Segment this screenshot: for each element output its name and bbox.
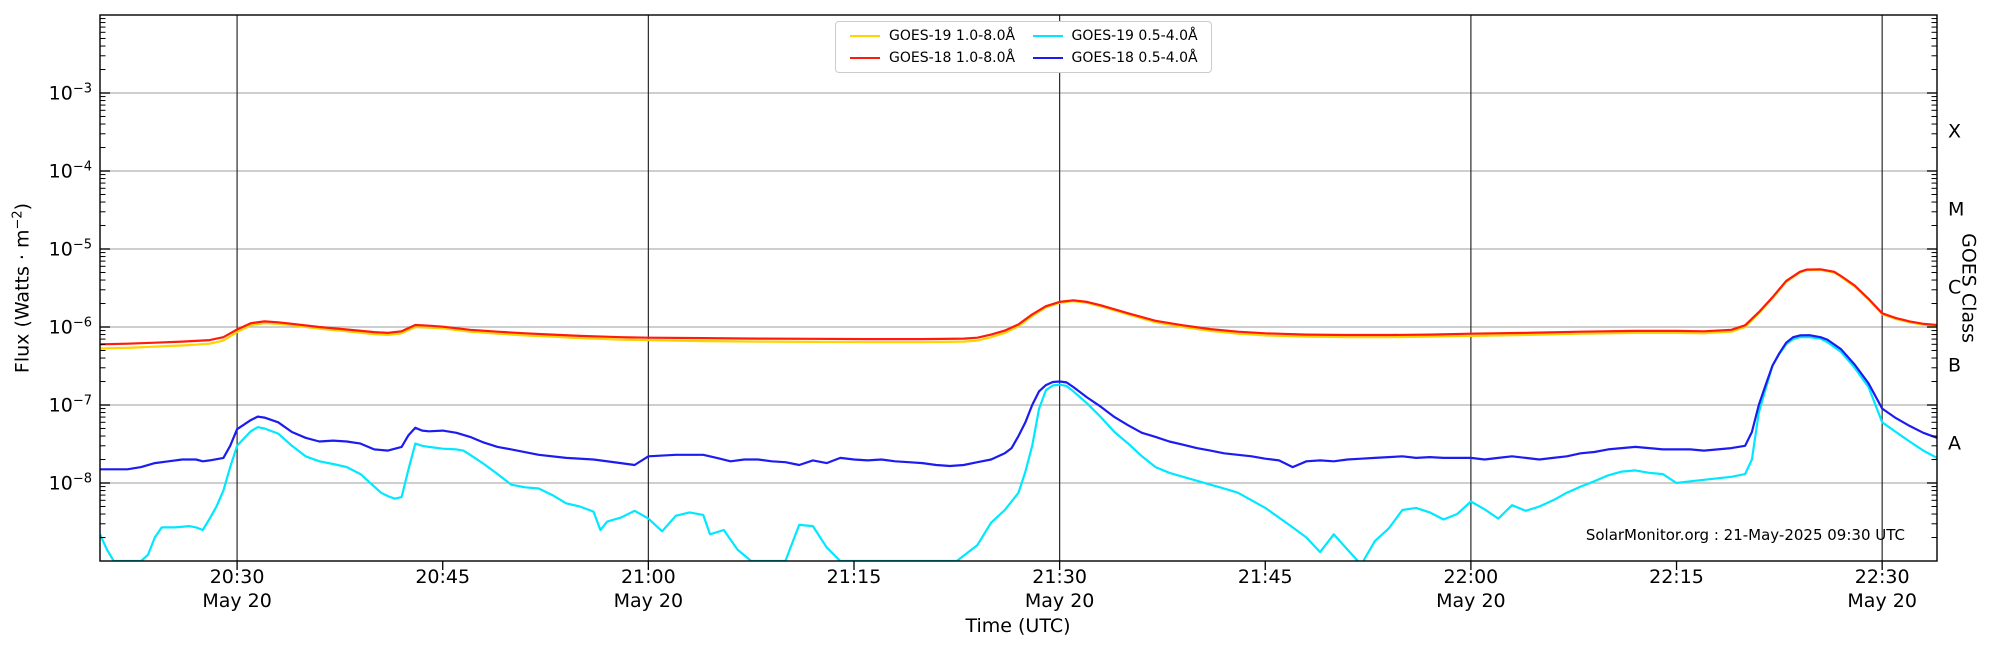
series-GOES-18-1.0-8.0- bbox=[100, 268, 1937, 346]
flux-curves bbox=[100, 268, 1937, 561]
legend: GOES-19 1.0-8.0Å GOES-18 1.0-8.0Å GOES-1… bbox=[835, 21, 1212, 73]
series-GOES-19-1.0-8.0- bbox=[100, 268, 1937, 350]
plot-frame bbox=[99, 14, 1938, 562]
goes19-long-swatch bbox=[850, 35, 880, 37]
legend-label: GOES-19 0.5-4.0Å bbox=[1071, 28, 1198, 44]
goes18-short-swatch bbox=[1032, 57, 1063, 59]
legend-label: GOES-18 1.0-8.0Å bbox=[889, 50, 1016, 66]
legend-entry-goes19-long: GOES-19 1.0-8.0Å bbox=[850, 25, 1023, 47]
legend-entry-goes19-short: GOES-19 0.5-4.0Å bbox=[1032, 25, 1206, 47]
series-GOES-18-0.5-4.0- bbox=[100, 334, 1937, 471]
legend-label: GOES-19 1.0-8.0Å bbox=[889, 28, 1016, 44]
legend-label: GOES-18 0.5-4.0Å bbox=[1071, 50, 1198, 66]
goes18-long-swatch bbox=[850, 57, 880, 59]
goes19-short-swatch bbox=[1032, 35, 1063, 37]
series-GOES-19-0.5-4.0- bbox=[100, 336, 1937, 561]
legend-entry-goes18-long: GOES-18 1.0-8.0Å bbox=[850, 47, 1023, 69]
legend-entry-goes18-short: GOES-18 0.5-4.0Å bbox=[1032, 47, 1206, 69]
